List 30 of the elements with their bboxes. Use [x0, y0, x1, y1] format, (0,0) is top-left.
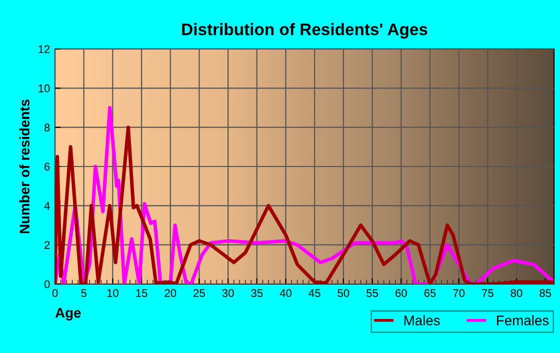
- x-tick-label: 25: [194, 289, 205, 298]
- x-tick-label: 0: [52, 289, 58, 298]
- legend-label: Males: [404, 315, 440, 326]
- chart-title: Distribution of Residents' Ages: [182, 23, 428, 39]
- y-tick-label: 4: [44, 202, 50, 210]
- x-tick-label: 65: [424, 289, 436, 298]
- y-tick-label: 8: [44, 124, 50, 132]
- x-tick-label: 10: [107, 289, 118, 298]
- x-tick-label: 30: [222, 289, 234, 298]
- x-tick-label: 55: [366, 289, 378, 298]
- x-tick-label: 80: [510, 289, 522, 298]
- x-tick-label: 50: [338, 289, 350, 298]
- x-tick-label: 15: [136, 289, 148, 298]
- y-tick-label: 12: [38, 45, 50, 54]
- y-axis-title: Number of residents: [19, 100, 30, 234]
- legend-label: Females: [497, 315, 549, 326]
- x-tick-label: 35: [251, 289, 263, 298]
- y-tick-label: 10: [38, 84, 50, 92]
- x-axis-title: Age: [55, 308, 81, 320]
- x-tick-label: 70: [453, 289, 465, 298]
- x-tick-label: 60: [396, 289, 407, 298]
- y-tick-label: 6: [44, 162, 50, 171]
- x-tick-label: 5: [81, 289, 86, 298]
- y-tick-label: 2: [44, 241, 50, 249]
- x-tick-label: 45: [308, 289, 320, 298]
- x-tick-label: 40: [280, 289, 292, 298]
- x-tick-label: 20: [164, 289, 176, 298]
- x-tick-label: 85: [540, 289, 552, 298]
- x-tick-label: 75: [482, 289, 494, 298]
- y-tick-label: 0: [44, 280, 50, 288]
